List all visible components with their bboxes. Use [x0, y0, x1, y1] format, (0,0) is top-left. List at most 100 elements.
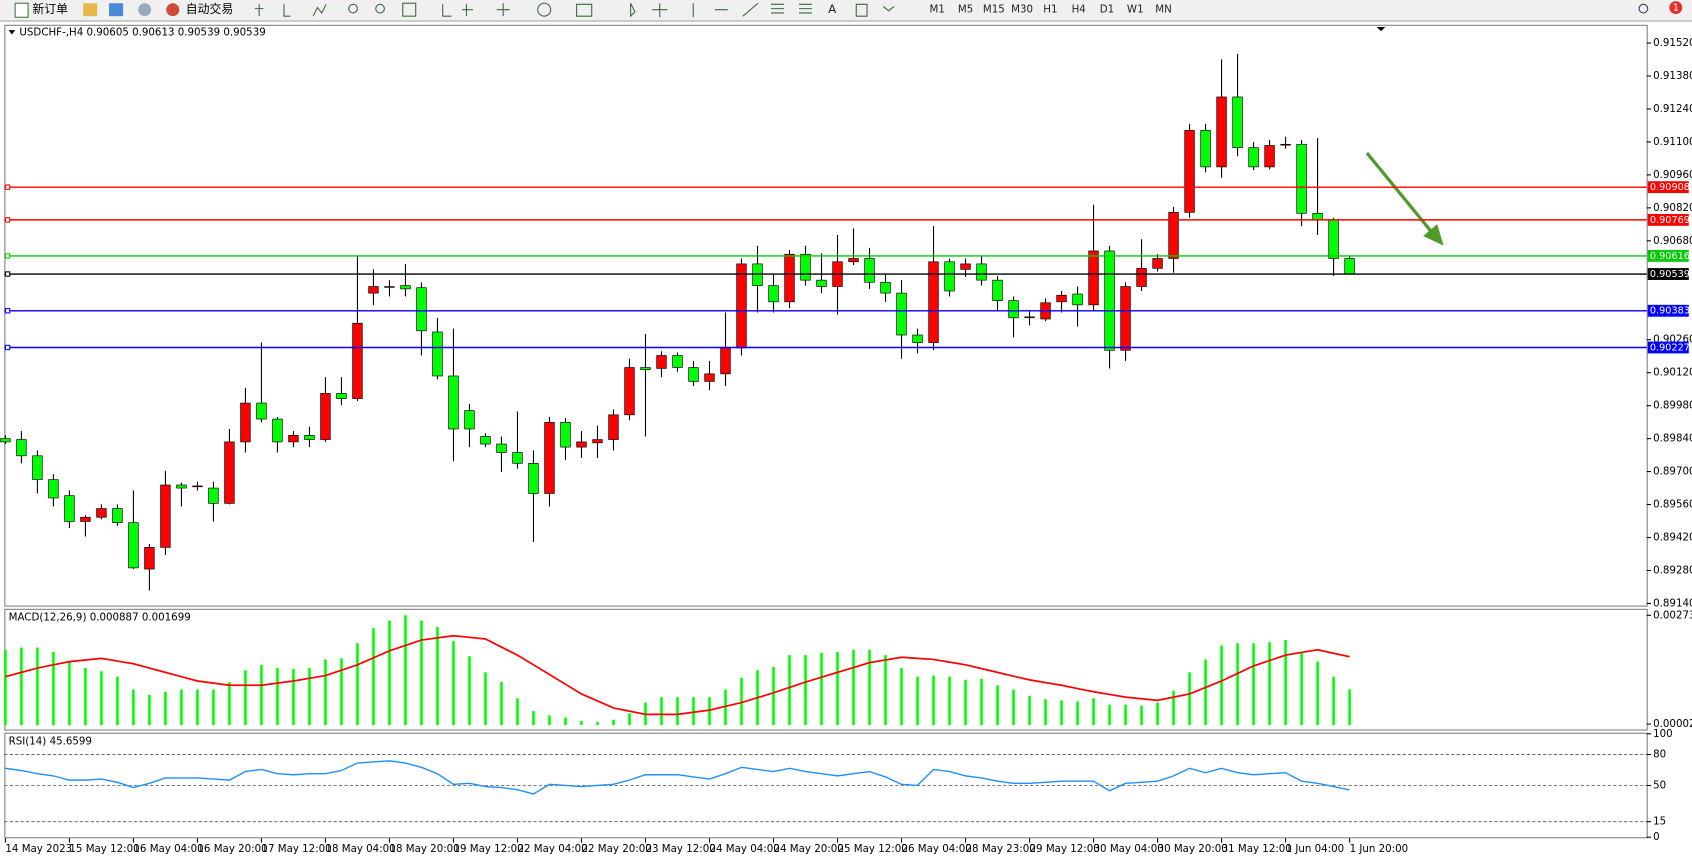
candle-body: [1328, 219, 1339, 259]
macd-bar: [612, 719, 615, 726]
tool-icon[interactable]: [83, 3, 98, 17]
tool-icon[interactable]: [109, 3, 124, 17]
line-handle: [4, 253, 11, 259]
x-tick-label: 14 May 2023: [5, 843, 72, 855]
zoom-in[interactable]: [348, 3, 358, 14]
chart-title: USDCHF-,H4 0.90605 0.90613 0.90539 0.905…: [19, 26, 265, 38]
y-tick-label: 0.89980: [1653, 400, 1692, 412]
price-label-bg: [1647, 249, 1689, 262]
y-tick-label: 0.89420: [1653, 532, 1692, 544]
candle-body: [1152, 258, 1163, 269]
x-tick-label: 28 May 23:00: [966, 843, 1036, 855]
macd-bar: [500, 682, 503, 726]
y-tick-label: 80: [1653, 748, 1666, 760]
macd-bar: [372, 628, 375, 726]
macd-bar: [1012, 689, 1015, 726]
candle-body: [1344, 258, 1355, 275]
rsi-line: [5, 760, 1350, 795]
timeframe-button[interactable]: M30: [1011, 4, 1033, 16]
macd-bar: [740, 677, 743, 726]
text-tool[interactable]: A: [828, 2, 837, 16]
candle-body: [928, 261, 939, 343]
new-order-icon[interactable]: [14, 2, 29, 18]
macd-bar: [1316, 661, 1319, 726]
macd-bar: [452, 641, 455, 726]
timeframe-button[interactable]: M5: [958, 4, 973, 16]
main-panel-frame: [4, 24, 1648, 607]
y-tick-label: 15: [1653, 816, 1666, 828]
candle-body: [1264, 145, 1275, 168]
symbol-menu-marker[interactable]: [8, 30, 16, 35]
macd-bar: [772, 666, 775, 726]
macd-bar: [228, 682, 231, 726]
macd-bar: [196, 689, 199, 726]
macd-bar: [516, 698, 519, 726]
candle-body: [64, 495, 75, 522]
candle-body: [512, 452, 523, 464]
macd-bar: [580, 720, 583, 726]
candle-body: [352, 322, 363, 399]
x-tick-label: 16 May 20:00: [197, 843, 267, 855]
tool-icon[interactable]: [138, 3, 152, 17]
y-tick-label: 0.89700: [1653, 466, 1692, 478]
x-tick-label: 24 May 20:00: [774, 843, 844, 855]
timeframe-button[interactable]: H1: [1043, 4, 1057, 16]
price-label-bg: [1647, 181, 1689, 194]
macd-bar: [1044, 699, 1047, 726]
timeframe-button[interactable]: D1: [1100, 4, 1114, 16]
candle-body: [192, 485, 203, 488]
timeframe-button[interactable]: M15: [983, 4, 1005, 16]
notification-badge[interactable]: [1669, 1, 1683, 15]
y-tick-label: 0.90120: [1653, 367, 1692, 379]
tile[interactable]: [402, 2, 417, 17]
auto-trading-button[interactable]: 自动交易: [186, 2, 234, 16]
macd-bar: [276, 668, 279, 726]
candle-body: [496, 443, 507, 453]
macd-bar: [1268, 642, 1271, 726]
price-label: 0.90383: [1650, 306, 1690, 317]
candle-body: [208, 487, 219, 504]
y-tick-label: 0.91520: [1653, 37, 1692, 49]
price-label: 0.90539: [1650, 269, 1690, 280]
timeframe-button[interactable]: H4: [1072, 4, 1086, 16]
candle-body: [368, 286, 379, 294]
chart-type-icons[interactable]: [254, 4, 327, 17]
zoom-out[interactable]: [375, 3, 385, 14]
y-tick-label: 0.89560: [1653, 499, 1692, 511]
price-label-bg: [1647, 341, 1689, 354]
search-icon[interactable]: [1638, 3, 1649, 14]
macd-bar: [1028, 696, 1031, 726]
x-tick-label: 25 May 12:00: [838, 843, 908, 855]
timeframe-button[interactable]: M1: [930, 4, 945, 16]
macd-bar: [324, 659, 327, 726]
timeframe-button[interactable]: W1: [1127, 4, 1144, 16]
macd-bar: [484, 672, 487, 726]
macd-bar: [1220, 645, 1223, 726]
macd-bar: [132, 689, 135, 726]
price-label: 0.90908: [1650, 182, 1690, 193]
candle-body: [240, 402, 251, 443]
candle-body: [896, 292, 907, 336]
candle-body: [544, 422, 555, 494]
macd-bar: [1252, 643, 1255, 726]
drawing-tools[interactable]: [442, 2, 895, 18]
price-label-bg: [1647, 213, 1689, 226]
candle-body: [1056, 294, 1067, 303]
timeframe-button[interactable]: MN: [1155, 4, 1172, 16]
candle-body: [1280, 143, 1291, 146]
candle-body: [176, 484, 187, 489]
macd-bar: [292, 669, 295, 726]
macd-bar: [804, 655, 807, 726]
new-order-button[interactable]: 新订单: [32, 2, 68, 16]
macd-bar: [628, 713, 631, 726]
chart-shift-marker: [1376, 26, 1386, 32]
x-tick-label: 18 May 04:00: [325, 843, 395, 855]
macd-bar: [1092, 698, 1095, 726]
price-label: 0.90227: [1650, 342, 1690, 353]
macd-bar: [340, 658, 343, 726]
auto-trading-icon[interactable]: [166, 3, 180, 17]
candle-body: [80, 516, 91, 522]
candle-body: [96, 508, 107, 518]
